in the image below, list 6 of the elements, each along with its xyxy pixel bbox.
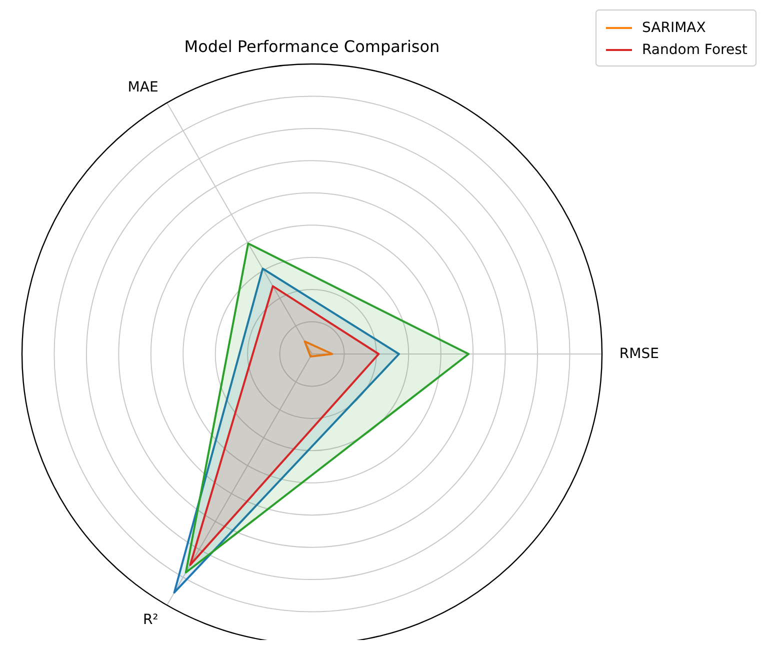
legend-label: SARIMAX xyxy=(642,20,706,36)
spoke-label: R² xyxy=(142,612,158,628)
legend-label: Random Forest xyxy=(642,42,748,58)
spoke-label: RMSE xyxy=(619,346,659,362)
text: Model Performance Comparison xyxy=(184,37,440,56)
spoke-label: MAE xyxy=(128,80,158,96)
